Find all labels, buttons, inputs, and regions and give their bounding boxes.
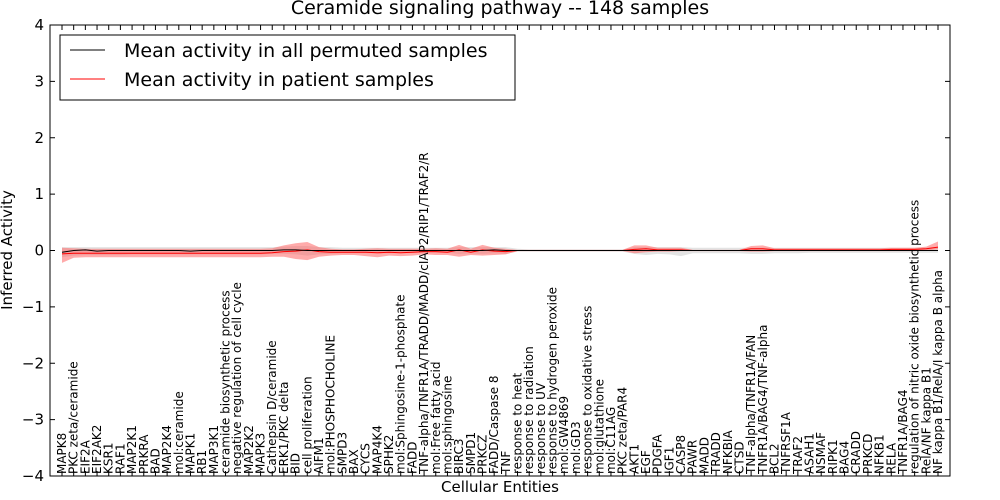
x-tick-label: EIF2AK2 xyxy=(90,425,104,474)
x-tick-label: regulation of nitric oxide biosynthetic … xyxy=(908,200,922,474)
x-tick-label: RAF1 xyxy=(113,443,127,474)
legend: Mean activity in all permuted samples Me… xyxy=(59,34,516,101)
legend-box xyxy=(59,34,516,101)
x-tick-label: ERK1/PKC delta xyxy=(277,381,291,474)
y-tick-label: 1 xyxy=(34,185,44,203)
x-tick-label: EGF xyxy=(639,450,653,474)
legend-label-permuted: Mean activity in all permuted samples xyxy=(124,40,487,62)
x-tick-label: MAP2K4 xyxy=(160,425,174,474)
x-tick-label: NSMAF xyxy=(814,432,828,474)
x-tick-label: SMPD1 xyxy=(464,432,478,474)
y-axis: −4 −3 −2 −1 0 1 2 3 4 xyxy=(22,16,950,485)
x-tick-label: TRADD xyxy=(709,432,723,475)
x-tick-label: RB1 xyxy=(195,450,209,474)
x-tick-label: PDGFA xyxy=(651,433,665,474)
x-tick-label: response to heat xyxy=(511,372,525,474)
x-tick-label: ceramide biosynthetic process xyxy=(219,290,233,474)
y-tick-label: −2 xyxy=(22,354,44,372)
y-tick-label: −1 xyxy=(22,298,44,316)
x-tick-label: TNFR1A/BAG4 xyxy=(896,389,910,475)
x-tick-label: MAP2K1 xyxy=(125,425,139,474)
x-tick-label: RELA xyxy=(884,442,898,474)
x-tick-label: mol:PHOSPHOCHOLINE xyxy=(324,335,338,474)
x-tick-label: mol:Free fatty acid xyxy=(429,362,443,475)
x-tick-label: mol:GW4869 xyxy=(557,396,571,474)
x-tick-label: BAD xyxy=(148,448,162,474)
y-tick-label: 2 xyxy=(34,129,44,147)
x-tick-label: mol:C11AG xyxy=(604,407,618,474)
y-tick-label: 3 xyxy=(34,72,44,90)
x-tick-label: NFKBIA xyxy=(721,430,735,475)
x-tick-label: EIF2A xyxy=(78,439,92,474)
x-tick-label: response to radiation xyxy=(522,346,536,474)
x-tick-label: Cathepsin D/ceramide xyxy=(265,340,279,474)
x-tick-label: RIPK1 xyxy=(826,439,840,474)
x-tick-label: NFKB1 xyxy=(873,434,887,474)
x-tick-label: SMPD3 xyxy=(335,432,349,474)
x-tick-label: TNF xyxy=(499,451,513,475)
x-tick-label: BID xyxy=(289,453,303,474)
series-lines xyxy=(61,246,939,255)
x-tick-label: PAWR xyxy=(686,440,700,474)
x-tick-label: PKC zeta/PAR4 xyxy=(616,387,630,474)
y-tick-label: 0 xyxy=(34,242,44,260)
x-tick-label: AIFM1 xyxy=(312,437,326,474)
x-tick-label: TNFR1A/BAG4/TNF-alpha xyxy=(756,325,770,475)
x-tick-label: negative regulation of cell cycle xyxy=(230,282,244,474)
x-tick-label: mol:GD3 xyxy=(569,421,583,474)
x-tick-label: CYCS xyxy=(359,443,373,474)
x-tick-label: BAG4 xyxy=(838,441,852,474)
x-tick-label: FADD xyxy=(405,442,419,475)
x-tick-label: PRKCD xyxy=(861,434,875,474)
x-tick-label: BAX xyxy=(347,449,361,474)
x-tick-label: TNFRSF1A xyxy=(779,411,793,475)
x-tick-label: response to hydrogen peroxide xyxy=(546,287,560,474)
x-tick-label: TRAF2 xyxy=(791,436,805,475)
y-tick-label: −3 xyxy=(22,411,44,429)
x-tick-label: CTSD xyxy=(732,441,746,474)
x-tick-label: PRKCZ xyxy=(476,435,490,474)
x-tick-label: TNF-alpha/TNFR1A/TRADD/MADD/cIAP2/RIP1/T… xyxy=(417,152,431,475)
x-tick-label: PRKRA xyxy=(137,434,151,474)
x-tick-label: IGF1 xyxy=(662,447,676,474)
x-tick-label: MAP4K4 xyxy=(370,425,384,474)
x-tick-label: FADD/Caspase 8 xyxy=(487,375,501,474)
x-tick-label: cell proliferation xyxy=(300,376,314,474)
x-tick-label: response to UV xyxy=(534,382,548,474)
x-tick-label: MAPK3 xyxy=(254,433,268,474)
y-axis-label: Inferred Activity xyxy=(0,190,16,310)
y-tick-label: 4 xyxy=(34,16,44,34)
series-line-permuted xyxy=(61,249,938,253)
x-tick-label: BIRC3 xyxy=(452,438,466,474)
band-patient xyxy=(62,241,938,263)
x-tick-label: TNF-alpha/TNFR1A/FAN xyxy=(744,335,758,475)
x-tick-label: RelA/NF kappa B1 xyxy=(919,367,933,474)
x-tick-label: MAP3K1 xyxy=(207,425,221,474)
x-tick-label: CRADD xyxy=(849,431,863,474)
x-tick-label: ASAH1 xyxy=(803,433,817,474)
x-tick-label: CASP8 xyxy=(674,435,688,474)
x-tick-label: KSR1 xyxy=(102,443,116,474)
x-tick-label: MADD xyxy=(697,437,711,474)
x-tick-label: response to oxidative stress xyxy=(581,306,595,474)
chart-title: Ceramide signaling pathway -- 148 sample… xyxy=(291,0,709,19)
x-tick-label: MAP2K2 xyxy=(242,425,256,474)
series-line-patient xyxy=(61,246,939,255)
x-tick-label: mol:sphingosine xyxy=(440,376,454,474)
x-tick-label: mol:Sphingosine-1-phosphate xyxy=(394,294,408,473)
x-tick-label: NF kappa B1/RelA/I kappa B alpha xyxy=(931,270,945,474)
x-tick-label: SPHK2 xyxy=(382,435,396,474)
x-tick-label: mol:glutathione xyxy=(592,379,606,474)
x-tick-label: MAPK1 xyxy=(184,433,198,474)
x-tick-label: PKC zeta/ceramide xyxy=(67,361,81,474)
x-tick-label: MAPK8 xyxy=(55,433,69,474)
x-axis-label: Cellular Entities xyxy=(441,478,559,496)
legend-label-patient: Mean activity in patient samples xyxy=(124,69,434,91)
x-tick-label: mol:ceramide xyxy=(172,391,186,474)
y-tick-label: −4 xyxy=(22,467,44,485)
x-tick-label: AKT1 xyxy=(627,444,641,474)
x-tick-label: BCL2 xyxy=(768,443,782,474)
